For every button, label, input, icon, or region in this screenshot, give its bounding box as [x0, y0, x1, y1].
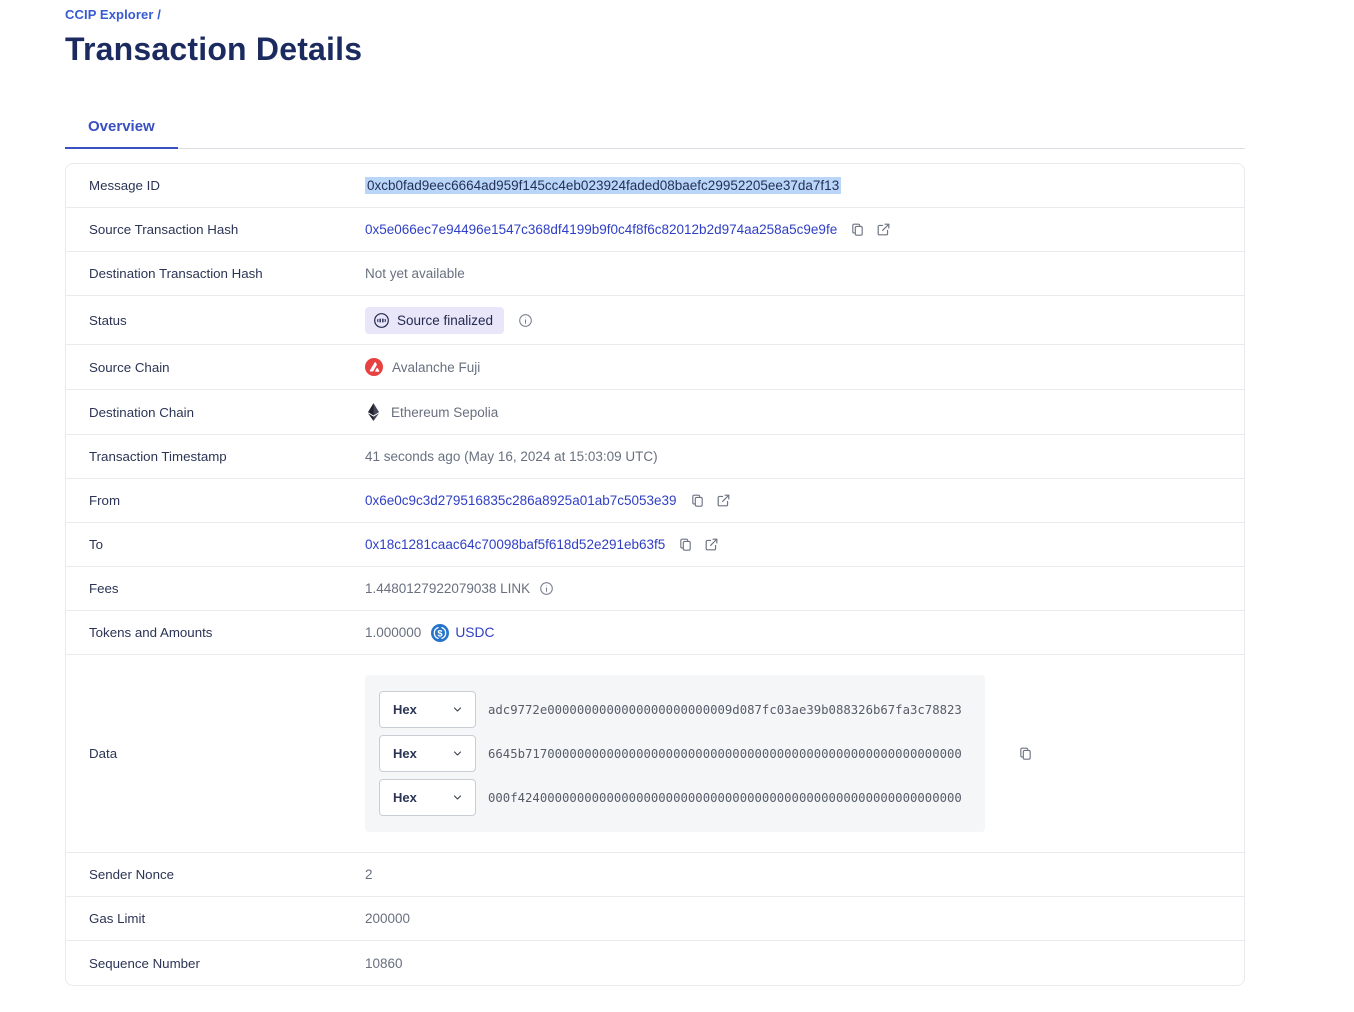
row-label: Data [89, 746, 118, 761]
data-hex-value: 000f424000000000000000000000000000000000… [488, 790, 962, 805]
row-data: Data Hex adc9772e00000000000000000000000… [66, 655, 1244, 853]
gas-limit-value: 200000 [365, 911, 411, 926]
external-link-icon[interactable] [875, 221, 892, 238]
ethereum-logo-icon [368, 403, 379, 421]
row-to: To 0x18c1281caac64c70098baf5f618d52e291e… [66, 523, 1244, 567]
row-label: Transaction Timestamp [89, 449, 227, 464]
row-label: Sender Nonce [89, 867, 175, 882]
data-line: Hex 000f42400000000000000000000000000000… [379, 779, 971, 816]
row-transaction-timestamp: Transaction Timestamp 41 seconds ago (Ma… [66, 435, 1244, 479]
status-badge-label: Source finalized [397, 312, 494, 328]
row-status: Status Source finalized [66, 296, 1244, 345]
row-message-id: Message ID 0xcb0fad9eec6664ad959f145cc4e… [66, 164, 1244, 208]
chevron-down-icon [453, 707, 462, 712]
external-link-icon[interactable] [715, 492, 732, 509]
data-hex-value: 6645b71700000000000000000000000000000000… [488, 746, 962, 761]
from-address-link[interactable]: 0x6e0c9c3d279516835c286a8925a01ab7c5053e… [365, 493, 677, 508]
row-label: Fees [89, 581, 119, 596]
breadcrumb: CCIP Explorer / [65, 7, 1245, 22]
data-panel: Hex adc9772e0000000000000000000000009d08… [365, 675, 985, 832]
row-sequence-number: Sequence Number 10860 [66, 941, 1244, 985]
row-label: Message ID [89, 178, 160, 193]
row-label: Sequence Number [89, 955, 200, 971]
source-tx-hash-link[interactable]: 0x5e066ec7e94496e1547c368df4199b9f0c4f8f… [365, 222, 838, 237]
data-format-select[interactable]: Hex [379, 779, 476, 816]
row-label: Tokens and Amounts [89, 625, 213, 640]
message-id-value: 0xcb0fad9eec6664ad959f145cc4eb023924fade… [365, 177, 842, 194]
data-format-select[interactable]: Hex [379, 691, 476, 728]
destination-chain-name: Ethereum Sepolia [391, 404, 499, 420]
destination-tx-value: Not yet available [365, 266, 465, 281]
page-title: Transaction Details [65, 31, 363, 67]
data-hex-value: adc9772e0000000000000000000000009d087fc0… [488, 702, 962, 717]
breadcrumb-separator: / [157, 7, 161, 22]
row-sender-nonce: Sender Nonce 2 [66, 853, 1244, 897]
transaction-details-card: Message ID 0xcb0fad9eec6664ad959f145cc4e… [65, 163, 1245, 986]
token-symbol: USDC [455, 625, 495, 640]
fees-info-icon[interactable] [538, 580, 555, 597]
copy-icon[interactable] [689, 492, 706, 509]
row-label: From [89, 493, 121, 508]
timestamp-value: 41 seconds ago (May 16, 2024 at 15:03:09… [365, 449, 658, 464]
breadcrumb-ccip-explorer-link[interactable]: CCIP Explorer [65, 7, 154, 22]
chevron-down-icon [453, 751, 462, 756]
row-source-chain: Source Chain Avalanche Fuji [66, 345, 1244, 390]
sequence-number-value: 10860 [365, 955, 403, 971]
data-line: Hex 6645b7170000000000000000000000000000… [379, 735, 971, 772]
copy-icon[interactable] [849, 221, 866, 238]
row-destination-chain: Destination Chain Ethereum Sepolia [66, 390, 1244, 435]
data-format-label: Hex [393, 746, 417, 761]
row-label: Source Transaction Hash [89, 222, 239, 237]
row-label: Status [89, 312, 127, 328]
row-label: To [89, 537, 104, 552]
row-fees: Fees 1.4480127922079038 LINK [66, 567, 1244, 611]
sender-nonce-value: 2 [365, 867, 373, 882]
fees-value: 1.4480127922079038 LINK [365, 581, 531, 596]
usdc-logo-icon [431, 623, 450, 642]
row-tokens-and-amounts: Tokens and Amounts 1.000000 USDC [66, 611, 1244, 655]
transaction-details-page: CCIP Explorer / Transaction Details Over… [65, 7, 1245, 986]
to-address-link[interactable]: 0x18c1281caac64c70098baf5f618d52e291eb63… [365, 537, 666, 552]
source-chain-name: Avalanche Fuji [392, 359, 481, 375]
copy-icon[interactable] [677, 536, 694, 553]
row-label: Destination Transaction Hash [89, 266, 263, 281]
chevron-down-icon [453, 795, 462, 800]
tab-overview[interactable]: Overview [65, 108, 178, 149]
row-label: Source Chain [89, 359, 170, 375]
status-badge: Source finalized [365, 306, 505, 334]
row-gas-limit: Gas Limit 200000 [66, 897, 1244, 941]
data-format-select[interactable]: Hex [379, 735, 476, 772]
row-label: Gas Limit [89, 911, 146, 926]
copy-data-icon[interactable] [1017, 745, 1034, 762]
avalanche-logo-icon [365, 358, 383, 376]
token-link[interactable]: USDC [431, 623, 495, 642]
row-source-transaction-hash: Source Transaction Hash 0x5e066ec7e94496… [66, 208, 1244, 252]
data-format-label: Hex [393, 790, 417, 805]
broadcast-pause-icon [373, 312, 390, 328]
status-info-icon[interactable] [517, 312, 534, 329]
row-from: From 0x6e0c9c3d279516835c286a8925a01ab7c… [66, 479, 1244, 523]
data-format-label: Hex [393, 702, 417, 717]
row-label: Destination Chain [89, 404, 194, 420]
token-amount: 1.000000 [365, 625, 422, 640]
row-destination-transaction-hash: Destination Transaction Hash Not yet ava… [66, 252, 1244, 296]
external-link-icon[interactable] [703, 536, 720, 553]
tab-bar: Overview [65, 108, 1245, 149]
data-line: Hex adc9772e0000000000000000000000009d08… [379, 691, 971, 728]
